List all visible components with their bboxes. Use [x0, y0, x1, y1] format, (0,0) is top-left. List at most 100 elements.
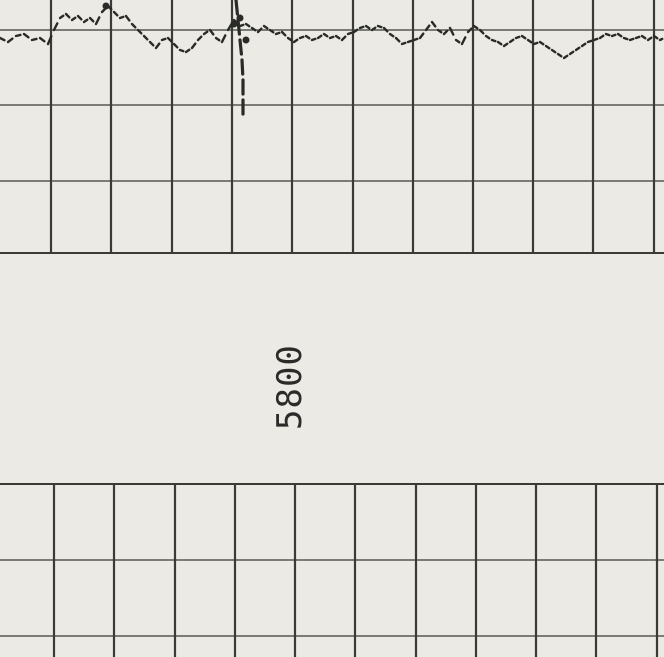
trace-dash	[456, 40, 459, 42]
trace-dash	[516, 37, 519, 38]
trace-dash	[198, 37, 201, 40]
trace-dash	[630, 39, 633, 40]
trace-dash	[60, 16, 63, 18]
trace-dash	[240, 25, 243, 26]
trace-dash	[336, 36, 339, 38]
trace-dash	[114, 12, 117, 15]
trace-dash	[390, 34, 393, 36]
trace-dash	[594, 39, 597, 40]
trace-dash	[186, 50, 189, 52]
trace-dash	[432, 22, 435, 26]
trace-dash	[570, 52, 573, 54]
trace-dash	[420, 34, 423, 38]
trace-dash	[156, 44, 159, 48]
trace-dash	[576, 48, 579, 50]
trace-dash	[16, 35, 20, 36]
trace-dash	[648, 38, 651, 40]
upper-grid-panel	[0, 0, 664, 260]
trace-dash	[174, 44, 177, 47]
trace-dash	[636, 37, 639, 38]
trace-dash	[168, 38, 171, 41]
trace-dash	[564, 56, 567, 58]
record-number-label: 5800	[272, 350, 308, 430]
trace-dash	[360, 27, 363, 28]
trace-dash	[294, 40, 297, 42]
trace-ink-blot	[243, 37, 250, 44]
trace-dash	[204, 32, 207, 34]
trace-dash	[330, 37, 333, 38]
trace-dash	[258, 29, 261, 32]
trace-dash	[144, 36, 147, 39]
trace-dash	[90, 18, 93, 21]
trace-dash	[510, 40, 513, 42]
trace-dash	[540, 42, 543, 44]
trace-dash	[396, 38, 399, 41]
trace-dash	[612, 35, 615, 36]
signal-trace	[0, 0, 662, 114]
trace-dash	[378, 26, 381, 27]
trace-dash	[180, 50, 183, 51]
trace-dash	[40, 38, 44, 41]
trace-dash	[408, 41, 411, 42]
trace-dash	[264, 26, 267, 28]
trace-dash	[498, 42, 501, 44]
trace-dash	[468, 29, 471, 32]
trace-dash	[8, 39, 12, 42]
trace-dash	[72, 18, 75, 20]
trace-dash	[84, 20, 87, 22]
trace-dash	[66, 14, 69, 17]
trace-dash	[276, 33, 279, 34]
trace-dash	[222, 35, 225, 42]
trace-dash	[558, 54, 561, 56]
trace-dash	[120, 17, 123, 18]
trace-dash	[582, 44, 585, 46]
trace-ink-blot	[237, 15, 244, 22]
trace-dash	[528, 40, 531, 42]
trace-dash	[450, 28, 453, 35]
trace-dash	[24, 34, 28, 37]
trace-dash	[312, 39, 315, 40]
trace-dash	[588, 41, 591, 42]
trace-dash	[474, 26, 477, 28]
trace-dash	[96, 17, 99, 24]
trace-dash	[618, 34, 621, 36]
trace-dash	[486, 36, 489, 38]
trace-dash	[78, 16, 81, 19]
trace-dash	[126, 16, 129, 20]
trace-dash	[522, 36, 525, 38]
trace-dash	[162, 39, 165, 40]
trace-dash	[216, 38, 219, 40]
trace-dash	[300, 37, 303, 38]
trace-dash	[426, 26, 429, 30]
trace-dash	[132, 24, 135, 27]
trace-ink-blot	[103, 3, 110, 10]
trace-dash	[32, 39, 36, 40]
trace-dash	[282, 32, 285, 35]
trace-spike-dash	[238, 20, 239, 34]
trace-dash	[546, 46, 549, 48]
trace-dash	[210, 30, 213, 34]
trace-dash	[54, 23, 57, 30]
trace-dash	[414, 39, 417, 40]
trace-dash	[402, 43, 405, 44]
trace-dash	[534, 43, 537, 44]
trace-dash	[600, 36, 603, 38]
lower-grid-panel	[0, 480, 664, 657]
trace-dash	[624, 38, 627, 39]
trace-dash	[444, 31, 447, 34]
trace-dash	[552, 50, 555, 52]
trace-dash	[348, 33, 351, 34]
trace-dash	[288, 38, 291, 40]
trace-dash	[318, 36, 321, 38]
trace-dash	[384, 28, 387, 31]
trace-dash	[606, 34, 609, 35]
trace-dash	[0, 38, 4, 40]
trace-spike-dash	[236, 0, 237, 14]
trace-dash	[324, 34, 327, 36]
trace-ink-blot	[231, 21, 238, 28]
trace-dash	[306, 36, 309, 38]
trace-spike-dash	[242, 60, 243, 74]
trace-dash	[192, 44, 195, 48]
trace-dash	[342, 37, 345, 40]
